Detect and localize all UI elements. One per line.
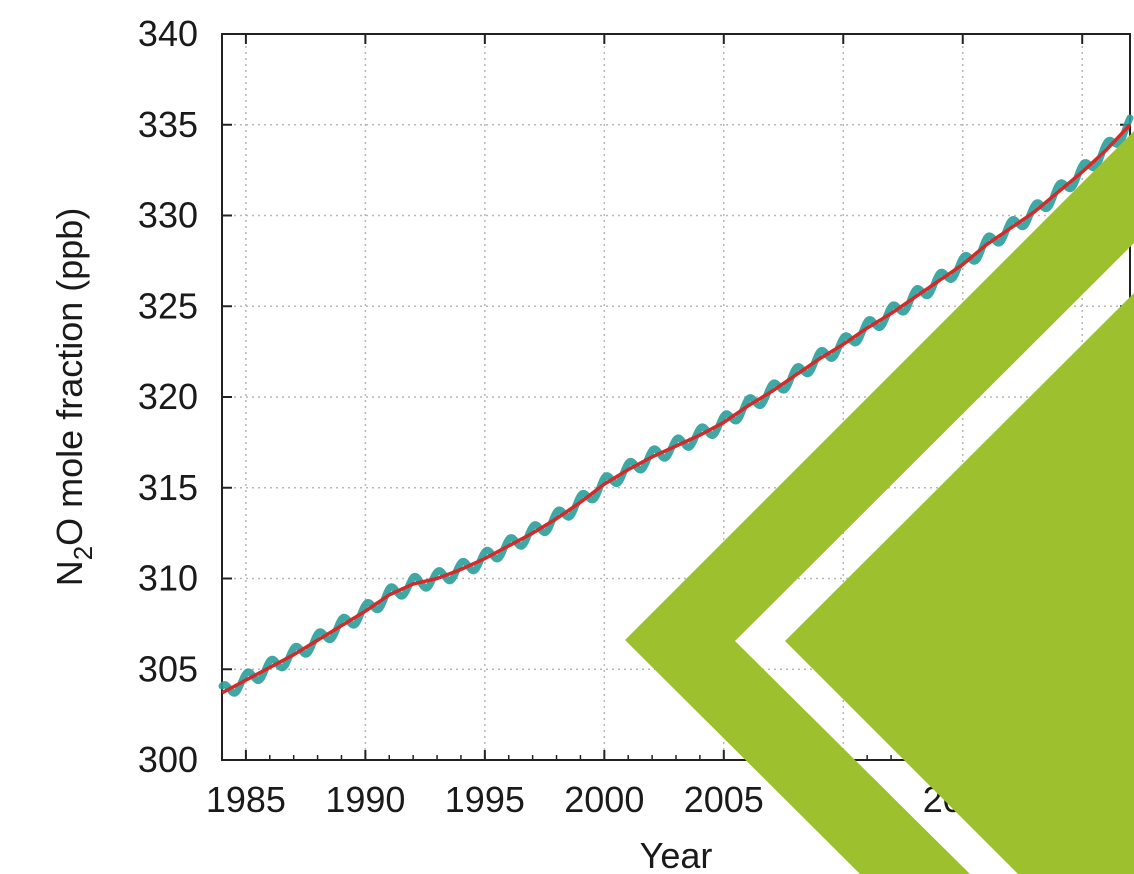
y-tick-label: 330 <box>138 195 198 236</box>
y-axis-title-suffix: O mole fraction (ppb) <box>49 208 90 546</box>
y-tick-label: 300 <box>138 739 198 780</box>
y-tick-label: 335 <box>138 104 198 145</box>
x-axis-title: Year <box>640 835 713 874</box>
series-line-trend <box>221 123 1132 695</box>
chevron-inner <box>785 293 1134 874</box>
y-tick-label: 340 <box>138 13 198 54</box>
y-tick-label: 310 <box>138 558 198 599</box>
y-tick-label: 320 <box>138 376 198 417</box>
x-tick-label: 1990 <box>325 779 405 820</box>
x-tick-label: 1995 <box>445 779 525 820</box>
x-tick-label: 2005 <box>684 779 764 820</box>
chevron-overlay <box>625 131 1134 874</box>
y-axis-title-subscript: 2 <box>68 546 98 560</box>
y-axis-title-prefix: N <box>49 560 90 586</box>
y-axis-title: N2O mole fraction (ppb) <box>49 208 98 587</box>
x-tick-label: 1985 <box>206 779 286 820</box>
chevron-outer <box>625 131 1134 874</box>
y-tick-label: 315 <box>138 467 198 508</box>
y-axis: 300 305 310 315 320 325 330 335 340 <box>138 13 1130 780</box>
data-series <box>218 114 1134 697</box>
y-tick-label: 325 <box>138 285 198 326</box>
x-tick-label: 2000 <box>564 779 644 820</box>
y-tick-label: 305 <box>138 648 198 689</box>
